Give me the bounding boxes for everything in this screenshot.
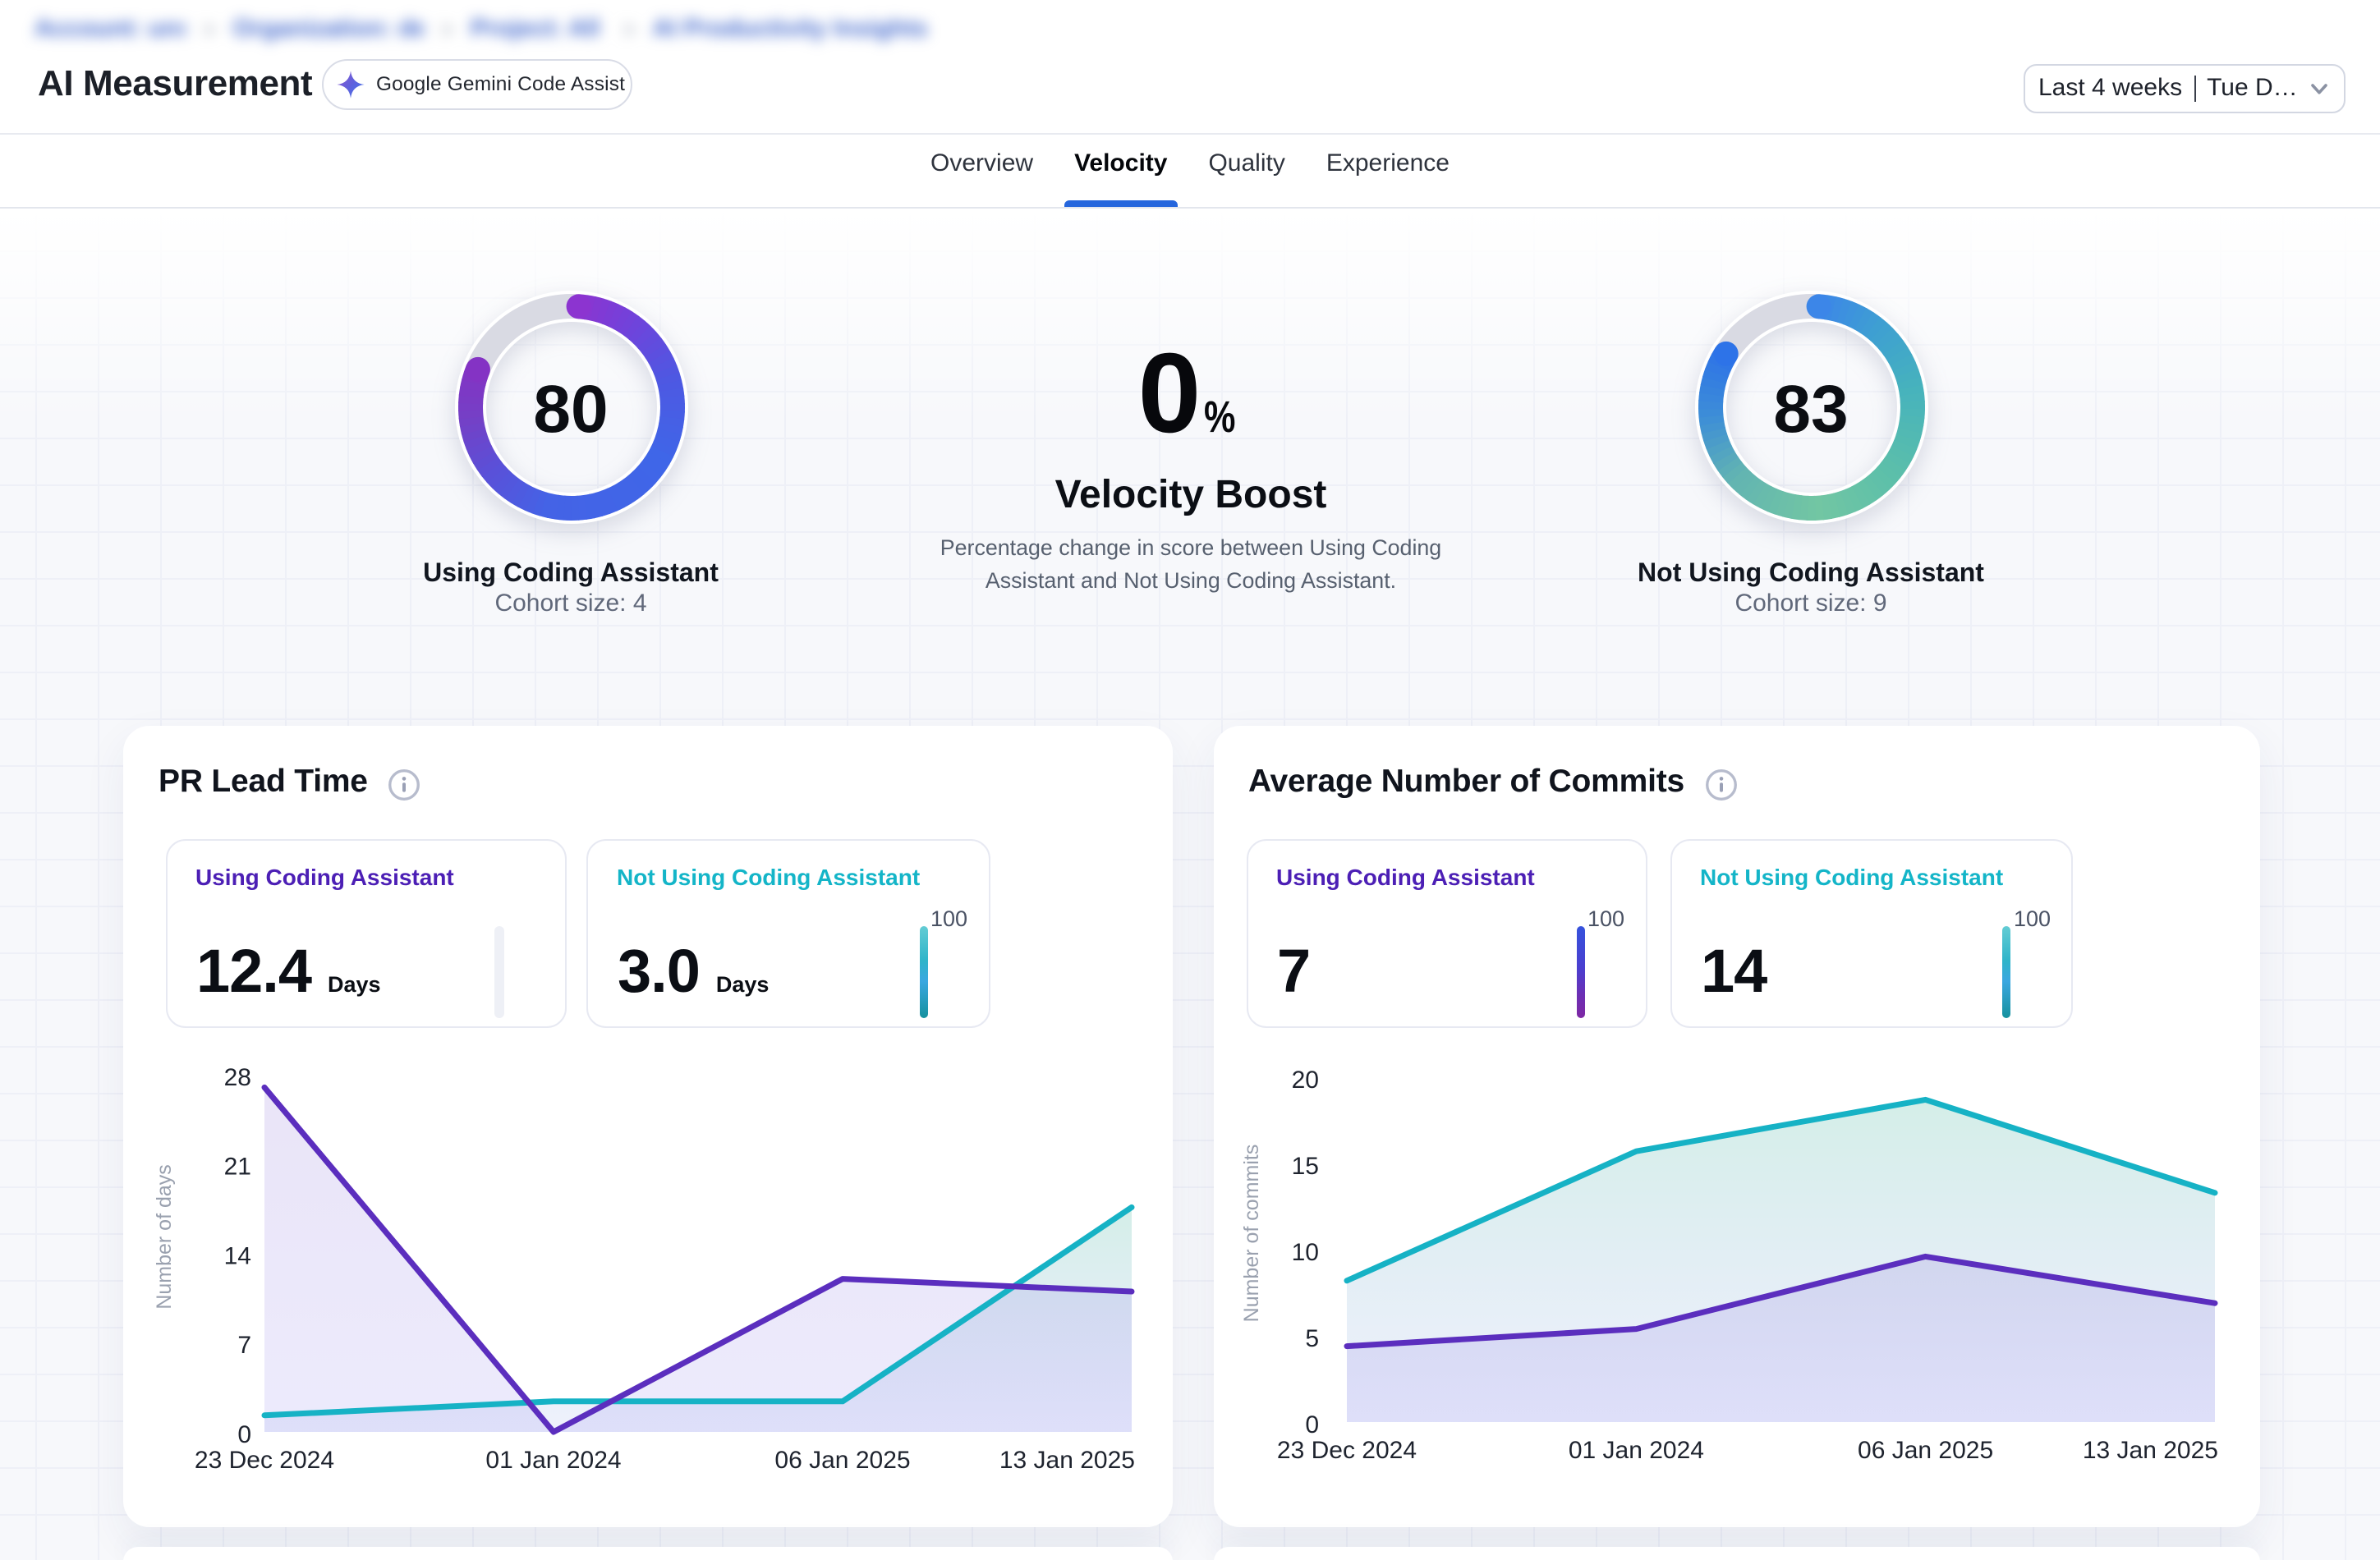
svg-text:23 Dec 2024: 23 Dec 2024 bbox=[195, 1447, 334, 1474]
svg-text:5: 5 bbox=[1304, 1325, 1318, 1352]
svg-text:13 Jan 2025: 13 Jan 2025 bbox=[2082, 1437, 2217, 1464]
svg-text:0: 0 bbox=[1304, 1411, 1318, 1438]
svg-text:10: 10 bbox=[1291, 1239, 1318, 1266]
svg-text:15: 15 bbox=[1291, 1153, 1318, 1180]
svg-text:7: 7 bbox=[237, 1332, 251, 1359]
svg-text:Number of days: Number of days bbox=[153, 1164, 176, 1309]
svg-text:01 Jan 2024: 01 Jan 2024 bbox=[485, 1447, 621, 1474]
svg-text:06 Jan 2025: 06 Jan 2025 bbox=[1857, 1437, 1992, 1464]
svg-text:0: 0 bbox=[237, 1421, 251, 1448]
svg-text:06 Jan 2025: 06 Jan 2025 bbox=[774, 1447, 910, 1474]
svg-text:13 Jan 2025: 13 Jan 2025 bbox=[999, 1447, 1135, 1474]
svg-text:14: 14 bbox=[224, 1242, 251, 1269]
svg-text:21: 21 bbox=[224, 1154, 251, 1181]
svg-text:01 Jan 2024: 01 Jan 2024 bbox=[1568, 1437, 1703, 1464]
svg-text:28: 28 bbox=[224, 1064, 251, 1091]
svg-text:20: 20 bbox=[1291, 1067, 1318, 1094]
svg-text:Number of commits: Number of commits bbox=[1239, 1145, 1262, 1323]
svg-text:23 Dec 2024: 23 Dec 2024 bbox=[1276, 1437, 1416, 1464]
